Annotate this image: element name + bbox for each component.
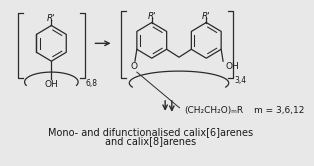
Text: OH: OH [226,62,240,71]
Text: m = 3,6,12: m = 3,6,12 [254,106,305,115]
Text: 3,4: 3,4 [234,76,246,85]
Text: R': R' [47,14,56,23]
Text: OH: OH [45,80,58,89]
Text: R': R' [147,12,156,21]
Text: O: O [131,62,138,71]
Text: and calix[8]arenes: and calix[8]arenes [105,137,196,147]
Text: (CH₂CH₂O)ₘR: (CH₂CH₂O)ₘR [184,106,243,115]
Text: R': R' [202,12,211,21]
Text: 6,8: 6,8 [86,79,98,88]
Text: Mono- and difunctionalised calix[6]arenes: Mono- and difunctionalised calix[6]arene… [48,127,253,137]
